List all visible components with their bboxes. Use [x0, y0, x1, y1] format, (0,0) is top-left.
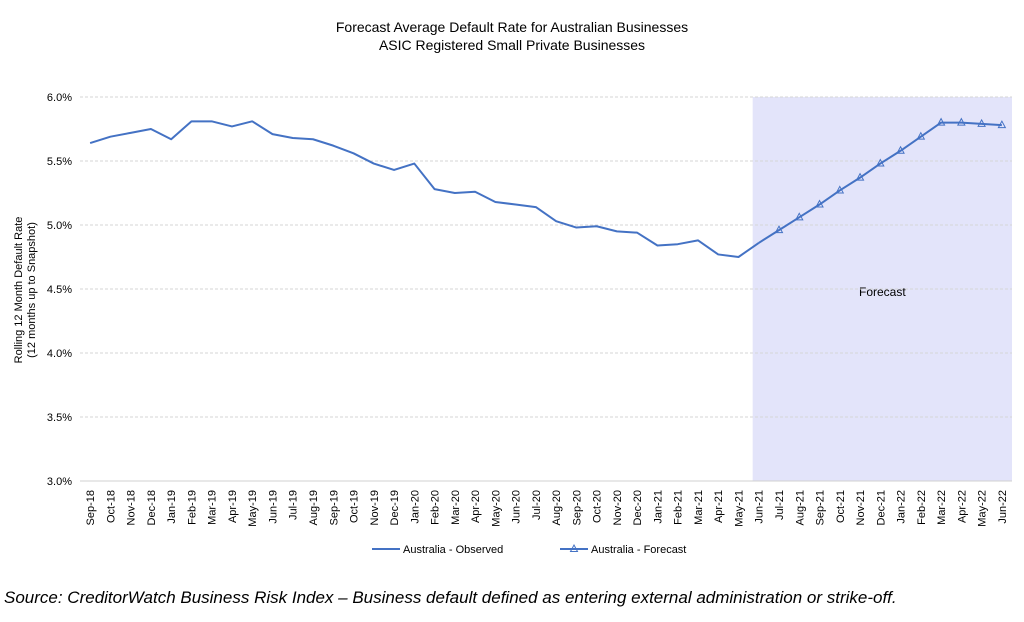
legend-label: Australia - Observed [403, 544, 503, 556]
y-tick-label: 4.0% [47, 348, 72, 360]
forecast-point [916, 131, 926, 140]
x-tick-label: Aug-20 [551, 490, 563, 525]
x-tick-label: Aug-19 [308, 490, 320, 525]
forecast-point [997, 120, 1007, 129]
x-tick-label: Jul-19 [288, 490, 300, 520]
x-tick-label: Nov-20 [612, 490, 624, 525]
x-tick-label: Sep-19 [328, 490, 340, 525]
x-tick-label: Jun-19 [267, 490, 279, 524]
x-tick-label: Mar-21 [693, 490, 705, 525]
x-tick-label: Mar-22 [936, 490, 948, 525]
y-axis-label-line2: (12 months up to Snapshot) [26, 222, 38, 358]
x-tick-label: Jul-21 [774, 490, 786, 520]
x-tick-label: Jun-22 [997, 490, 1009, 524]
forecast-point [815, 199, 824, 208]
x-tick-label: Feb-22 [916, 490, 928, 525]
forecast-point [875, 158, 885, 167]
x-tick-label: Sep-21 [815, 490, 827, 525]
x-tick-label: Nov-19 [369, 490, 381, 525]
x-tick-label: Feb-21 [673, 490, 685, 525]
x-tick-label: Sep-20 [571, 490, 583, 525]
x-tick-label: Apr-19 [227, 490, 239, 523]
x-tick-label: Apr-20 [470, 490, 482, 523]
x-tick-label: Dec-19 [389, 490, 401, 525]
x-tick-label: Nov-21 [855, 490, 867, 525]
y-tick-label: 5.0% [47, 220, 72, 232]
x-tick-label: Apr-21 [713, 490, 725, 523]
x-tick-label: May-22 [977, 490, 989, 527]
forecast-point [835, 185, 845, 194]
x-tick-label: May-21 [733, 490, 745, 527]
x-tick-label: Feb-19 [186, 490, 198, 525]
x-tick-label: Nov-18 [126, 490, 138, 525]
forecast-point [896, 145, 905, 154]
x-tick-label: Jun-21 [754, 490, 766, 524]
x-tick-label: May-20 [490, 490, 502, 527]
x-tick-label: Mar-20 [450, 490, 462, 525]
x-tick-label: Dec-21 [875, 490, 887, 525]
forecast-point [977, 118, 986, 127]
x-tick-label: Mar-19 [207, 490, 219, 525]
forecast-point [774, 225, 784, 234]
x-tick-label: Feb-20 [430, 490, 442, 525]
x-tick-label: Oct-19 [349, 490, 361, 523]
forecast-point [936, 117, 946, 126]
y-tick-label: 4.5% [47, 284, 72, 296]
x-tick-label: Oct-18 [105, 490, 117, 523]
x-tick-label: Oct-20 [592, 490, 604, 523]
x-tick-label: Jan-20 [409, 490, 421, 524]
x-tick-label: Jun-20 [511, 490, 523, 524]
x-tick-label: Jan-21 [652, 490, 664, 524]
y-tick-label: 5.5% [47, 156, 72, 168]
series-line-observed [89, 120, 760, 258]
x-tick-label: Dec-20 [632, 490, 644, 525]
x-tick-label: Jan-19 [166, 490, 178, 524]
chart-subtitle: ASIC Registered Small Private Businesses [379, 37, 645, 53]
x-tick-label: Oct-21 [835, 490, 847, 523]
x-tick-label: Sep-18 [85, 490, 97, 525]
y-tick-label: 3.0% [47, 476, 72, 488]
x-tick-label: Apr-22 [956, 490, 968, 523]
legend-marker [569, 543, 579, 552]
x-tick-label: May-19 [247, 490, 259, 527]
forecast-point [794, 212, 804, 221]
series-line-forecast [758, 121, 1002, 244]
legend-label: Australia - Forecast [591, 544, 686, 556]
y-tick-label: 3.5% [47, 412, 72, 424]
forecast-point [855, 172, 865, 181]
y-tick-label: 6.0% [47, 92, 72, 104]
x-tick-label: Aug-21 [794, 490, 806, 525]
y-axis-label-line1: Rolling 12 Month Default Rate [13, 217, 25, 364]
x-tick-label: Dec-18 [146, 490, 158, 525]
x-tick-label: Jul-20 [531, 490, 543, 520]
forecast-label: Forecast [859, 285, 906, 299]
source-note: Source: CreditorWatch Business Risk Inde… [4, 588, 897, 607]
chart-title: Forecast Average Default Rate for Austra… [336, 19, 688, 35]
x-tick-label: Jan-22 [896, 490, 908, 524]
forecast-point [957, 117, 966, 126]
